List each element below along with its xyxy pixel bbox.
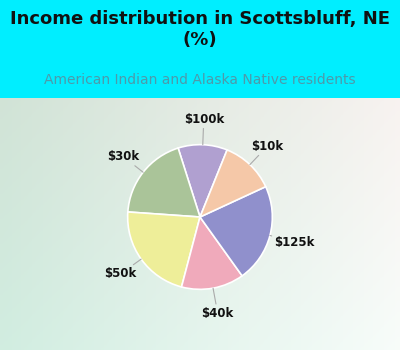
Text: $10k: $10k bbox=[250, 140, 284, 164]
Wedge shape bbox=[200, 150, 266, 217]
Wedge shape bbox=[178, 145, 227, 217]
Text: $100k: $100k bbox=[184, 113, 224, 145]
Text: $50k: $50k bbox=[104, 259, 141, 280]
Text: $40k: $40k bbox=[202, 288, 234, 320]
Text: $30k: $30k bbox=[107, 150, 143, 172]
Wedge shape bbox=[182, 217, 242, 289]
Wedge shape bbox=[200, 187, 272, 276]
Text: $125k: $125k bbox=[270, 236, 315, 248]
Text: Income distribution in Scottsbluff, NE
(%): Income distribution in Scottsbluff, NE (… bbox=[10, 10, 390, 49]
Wedge shape bbox=[128, 212, 200, 287]
Text: American Indian and Alaska Native residents: American Indian and Alaska Native reside… bbox=[44, 74, 356, 88]
Wedge shape bbox=[128, 148, 200, 217]
